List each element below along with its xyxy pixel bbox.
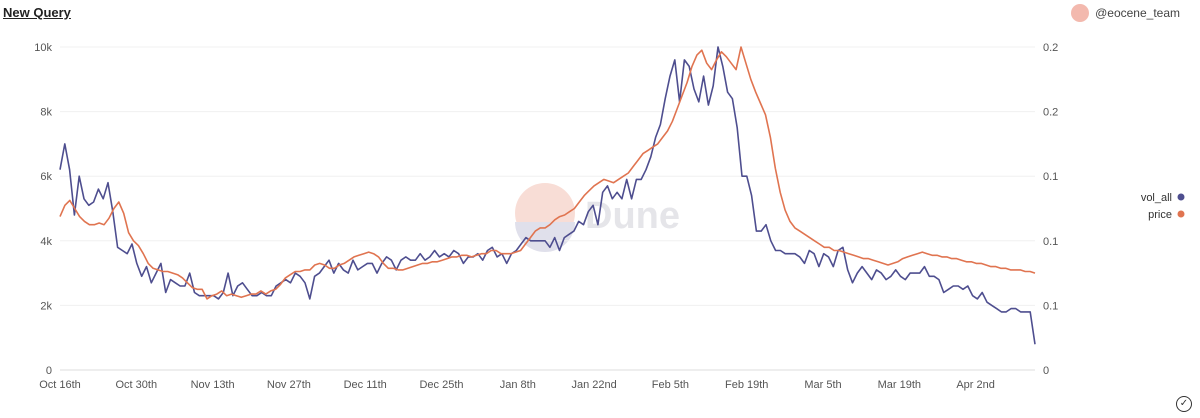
series-line-vol_all: [59, 46, 1036, 345]
check-circle-icon[interactable]: ✓: [1176, 396, 1192, 412]
y-left-tick-label: 8k: [40, 107, 52, 119]
x-tick-label: Oct 16th: [39, 379, 81, 391]
y-left-tick-label: 2k: [40, 300, 52, 312]
x-tick-label: Apr 2nd: [956, 379, 995, 391]
y-left-tick-label: 6k: [40, 171, 52, 183]
query-title[interactable]: New Query: [3, 5, 71, 20]
y-right-tick-label: 0.1: [1043, 300, 1058, 312]
x-tick-label: Mar 5th: [804, 379, 841, 391]
y-right-tick-label: 0.1: [1043, 171, 1058, 183]
y-right-tick-label: 0.1: [1043, 236, 1058, 248]
x-tick-label: Nov 13th: [191, 379, 235, 391]
legend-marker-price: [1177, 210, 1185, 218]
x-tick-label: Oct 30th: [116, 379, 158, 391]
author-name: @eocene_team: [1095, 6, 1180, 20]
x-tick-label: Dec 11th: [344, 379, 387, 391]
x-tick-label: Nov 27th: [267, 379, 311, 391]
y-right-tick-label: 0.2: [1043, 107, 1058, 119]
x-tick-label: Jan 22nd: [571, 379, 616, 391]
x-tick-label: Mar 19th: [878, 379, 921, 391]
x-tick-label: Jan 8th: [500, 379, 536, 391]
x-tick-label: Feb 5th: [652, 379, 689, 391]
x-tick-label: Feb 19th: [725, 379, 768, 391]
y-right-tick-label: 0.2: [1043, 42, 1058, 54]
y-left-tick-label: 10k: [34, 42, 52, 54]
y-right-tick-label: 0: [1043, 365, 1049, 377]
x-tick-label: Dec 25th: [419, 379, 463, 391]
dune-logo-lower: [515, 222, 575, 252]
author-badge[interactable]: @eocene_team: [1071, 4, 1180, 22]
author-avatar: [1071, 4, 1090, 22]
legend-marker-vol_all: [1177, 193, 1185, 201]
y-left-tick-label: 4k: [40, 236, 52, 248]
legend-label-vol_all: vol_all: [1141, 192, 1172, 204]
series-line-price: [59, 46, 1036, 300]
dune-watermark: Dune: [515, 183, 680, 252]
legend-label-price: price: [1148, 209, 1172, 221]
y-left-tick-label: 0: [46, 365, 52, 377]
